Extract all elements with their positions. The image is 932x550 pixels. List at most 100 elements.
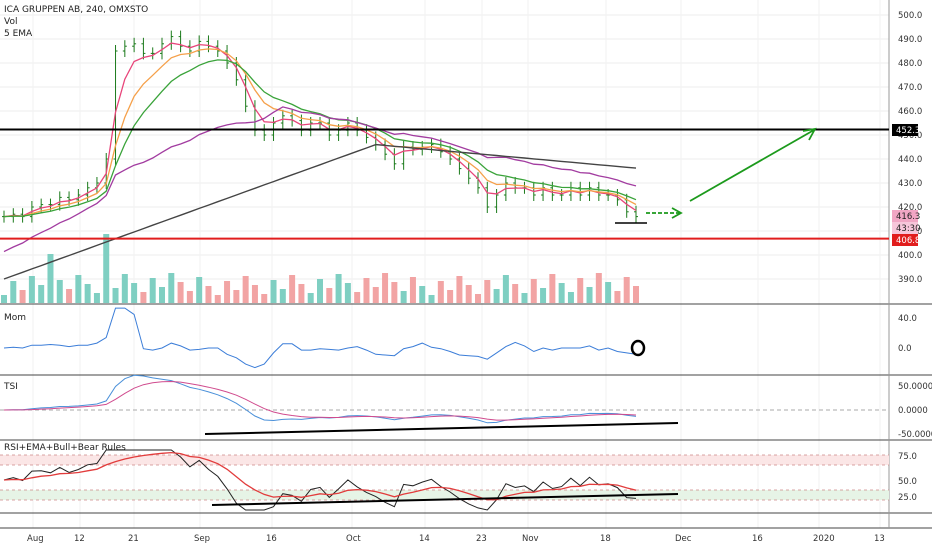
price-tick-label: 430.0 [898,179,922,189]
rsi-trendline [211,493,679,506]
study-vol-label: Vol [4,17,17,27]
ema-green-line [3,59,637,218]
rsi-tick-75: 75.0 [898,452,917,462]
price-tick-label: 460.0 [898,107,922,117]
volume-bar [298,284,305,303]
volume-bar [47,254,54,303]
volume-bar [66,289,73,303]
rsi-oversold-zone [0,490,889,500]
volume-bar [326,288,333,303]
volume-bar [633,286,639,303]
volume-bar [177,282,184,303]
volume-bar [224,281,231,303]
rsi-ema-line [3,451,637,501]
time-tick-label: Nov [522,534,539,544]
time-tick-label: 21 [128,534,139,544]
volume-bar [382,273,389,303]
price-tick-label: 440.0 [898,155,922,165]
tsi-trendline [204,422,679,435]
time-axis[interactable]: Aug 12 21 Sep 16 Oct 14 23 Nov 18 Dec 16 2020 13 [27,534,885,544]
volume-bar [205,286,212,303]
current-price-tag: 416.3 [896,212,920,222]
tsi-pane-title: TSI [3,382,18,392]
rsi-tick-50: 50.0 [898,477,917,487]
support-tag-box [892,234,918,246]
ema-5-line [3,42,637,218]
volume-bar [502,275,509,303]
volume-bar [159,287,165,303]
tsi-signal-line [3,380,637,421]
price-tick-label: 390.0 [898,275,922,285]
volume-bar [289,275,296,303]
mom-line [3,307,637,369]
price-tick-label: 480.0 [898,59,922,69]
time-tick-label: 16 [266,534,277,544]
time-tick-label: 13 [874,534,885,544]
ema-lines [3,42,637,280]
volume-bar [558,283,565,303]
mom-circle-annotation [630,339,646,357]
volume-bar [540,288,547,303]
volume-bar [279,289,286,303]
volume-bar [605,282,612,303]
price-tick-label: 400.0 [898,251,922,261]
volume-bar [437,281,444,303]
time-tick-label: Sep [194,534,210,544]
volume-bar [344,283,351,303]
volume-bar [121,274,128,303]
volume-bar [586,287,593,303]
volume-bar [140,292,147,303]
volume-bar [614,291,621,303]
volume-bar [475,294,481,303]
price-tags: 452.3 416.3 43:30 406.8 [892,124,921,246]
volume-bar [214,295,221,303]
volume-bar [577,278,584,303]
volume-bar [567,292,574,303]
volume-bar [512,284,519,303]
volume-bar [149,278,156,303]
volume-bar [242,276,249,303]
time-tick-label: Oct [346,534,361,544]
study-ema-label: 5 EMA [4,29,33,39]
volume-bar [28,276,35,303]
rsi-pane-title: RSI+EMA+Bull+Bear Rules [4,443,126,453]
volume-bar [38,285,45,303]
volume-bar [391,282,398,303]
time-tick-label: 2020 [813,534,835,544]
volume-bar [261,294,268,303]
support-tag: 406.8 [896,236,920,246]
volume-bar [623,277,630,303]
volume-bar [103,234,110,303]
volume-bar [400,291,407,303]
price-tick-label: 470.0 [898,83,922,93]
volume-bar [131,283,138,303]
volume-bar [363,278,370,303]
volume-bar [75,275,82,303]
annotations [646,127,817,219]
pane-borders [0,0,932,529]
price-tick-label: 500.0 [898,11,922,21]
ema-orange-line [3,48,637,218]
volume-bar [419,286,426,303]
volume-bar [56,280,63,303]
time-tick-label: 16 [752,534,763,544]
mom-pane [3,307,646,369]
rsi-line [3,449,637,511]
volume-bar [428,295,435,303]
countdown-tag: 43:30 [896,224,921,234]
volume-bar [196,277,203,303]
levels [0,128,889,240]
symbol-title: ICA GRUPPEN AB, 240, OMXSTO [4,5,148,15]
volume-bar [530,279,537,303]
volume-bar [372,287,379,303]
countdown-tag-box [892,222,918,234]
volume-bar [233,290,240,303]
time-tick-label: Aug [27,534,44,544]
volume-bar [335,274,342,303]
tsi-tick-50: 50.0000 [898,382,932,392]
tsi-pane [0,374,889,435]
volume-bar [1,295,7,303]
time-tick-label: Dec [675,534,692,544]
volume-bar [465,285,472,303]
